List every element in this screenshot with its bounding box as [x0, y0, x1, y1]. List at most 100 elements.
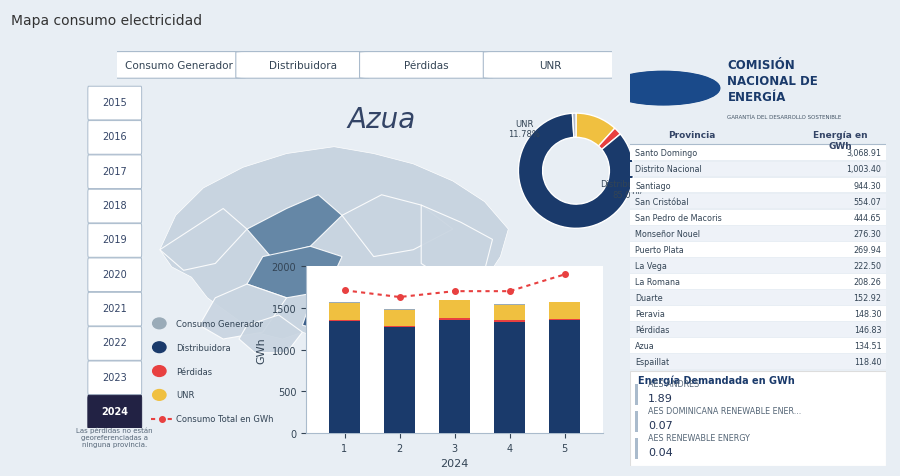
- Bar: [329, 320, 360, 322]
- Text: Energía Demandada en GWh: Energía Demandada en GWh: [638, 375, 795, 386]
- Text: UNR: UNR: [176, 391, 194, 399]
- FancyBboxPatch shape: [635, 385, 638, 406]
- Polygon shape: [247, 195, 342, 257]
- Text: Monseñor Nouel: Monseñor Nouel: [635, 229, 700, 238]
- Wedge shape: [572, 114, 576, 138]
- FancyBboxPatch shape: [630, 242, 886, 257]
- Text: UNR: UNR: [539, 60, 562, 70]
- Bar: [549, 303, 580, 319]
- Bar: [329, 302, 360, 303]
- Text: 146.83: 146.83: [854, 326, 881, 335]
- Text: 444.65: 444.65: [854, 213, 881, 222]
- Text: Santiago: Santiago: [635, 181, 670, 190]
- Wedge shape: [607, 72, 720, 106]
- FancyBboxPatch shape: [359, 52, 493, 79]
- Text: 0.07: 0.07: [648, 420, 672, 430]
- Polygon shape: [421, 305, 473, 339]
- FancyBboxPatch shape: [630, 323, 886, 337]
- Text: Energía en
GWh: Energía en GWh: [813, 131, 868, 150]
- Text: Mapa consumo electricidad: Mapa consumo electricidad: [11, 14, 202, 28]
- Circle shape: [153, 390, 166, 400]
- FancyBboxPatch shape: [630, 146, 886, 161]
- Text: UNR
11.78%: UNR 11.78%: [508, 119, 540, 139]
- Polygon shape: [421, 206, 492, 285]
- Text: 2015: 2015: [103, 98, 127, 108]
- Text: Pérdidas: Pérdidas: [635, 326, 670, 335]
- FancyBboxPatch shape: [236, 52, 370, 79]
- Text: Santo Domingo: Santo Domingo: [635, 149, 698, 158]
- Circle shape: [607, 72, 720, 106]
- Text: 118.40: 118.40: [854, 357, 881, 367]
- Wedge shape: [576, 114, 615, 147]
- Bar: [384, 309, 415, 310]
- Bar: [494, 322, 525, 433]
- Text: 222.50: 222.50: [853, 261, 881, 270]
- Circle shape: [153, 342, 166, 353]
- Bar: [384, 326, 415, 327]
- FancyBboxPatch shape: [88, 396, 141, 429]
- Text: Las pérdidas no están
georeferenciadas a
ninguna provincia.: Las pérdidas no están georeferenciadas a…: [76, 426, 153, 447]
- FancyBboxPatch shape: [635, 411, 638, 432]
- FancyBboxPatch shape: [630, 275, 886, 289]
- Bar: [494, 305, 525, 321]
- Text: 152.92: 152.92: [853, 293, 881, 302]
- Bar: [439, 318, 470, 320]
- Polygon shape: [200, 285, 286, 339]
- FancyBboxPatch shape: [88, 156, 141, 189]
- Y-axis label: GWh: GWh: [256, 337, 266, 363]
- Text: Pérdidas: Pérdidas: [176, 367, 212, 376]
- Text: La Romana: La Romana: [635, 278, 680, 287]
- Text: 276.30: 276.30: [853, 229, 881, 238]
- Bar: [329, 322, 360, 433]
- Text: Distribuidora: Distribuidora: [176, 343, 231, 352]
- Text: 1.89: 1.89: [648, 394, 673, 404]
- Text: Peravia: Peravia: [635, 309, 665, 318]
- Text: 208.26: 208.26: [853, 278, 881, 287]
- FancyBboxPatch shape: [630, 227, 886, 241]
- Text: Puerto Plata: Puerto Plata: [635, 245, 684, 254]
- Text: Distribuidora
85.01%: Distribuidora 85.01%: [600, 180, 655, 199]
- Polygon shape: [374, 298, 429, 332]
- FancyBboxPatch shape: [88, 87, 141, 120]
- FancyBboxPatch shape: [630, 162, 886, 177]
- FancyBboxPatch shape: [88, 293, 141, 326]
- Text: Consumo Generador: Consumo Generador: [125, 60, 233, 70]
- Text: San Pedro de Macoris: San Pedro de Macoris: [635, 213, 722, 222]
- FancyBboxPatch shape: [630, 210, 886, 225]
- Text: 1,003.40: 1,003.40: [847, 165, 881, 174]
- Text: Espaillat: Espaillat: [635, 357, 670, 367]
- Polygon shape: [247, 247, 342, 298]
- FancyBboxPatch shape: [630, 258, 886, 273]
- Circle shape: [153, 318, 166, 329]
- Text: Azua: Azua: [635, 341, 655, 350]
- Text: 554.07: 554.07: [853, 197, 881, 206]
- Bar: [549, 321, 580, 433]
- FancyBboxPatch shape: [630, 307, 886, 321]
- Text: San Cristóbal: San Cristóbal: [635, 197, 688, 206]
- Text: Pérdidas: Pérdidas: [404, 60, 449, 70]
- Polygon shape: [342, 195, 453, 257]
- FancyBboxPatch shape: [483, 52, 617, 79]
- FancyBboxPatch shape: [88, 258, 141, 292]
- FancyBboxPatch shape: [88, 361, 141, 395]
- Text: Azua: Azua: [347, 106, 416, 134]
- FancyBboxPatch shape: [88, 121, 141, 155]
- Bar: [384, 327, 415, 433]
- Text: 3,068.91: 3,068.91: [846, 149, 881, 158]
- Bar: [439, 320, 470, 433]
- Bar: [384, 310, 415, 326]
- Text: 134.51: 134.51: [854, 341, 881, 350]
- Bar: [494, 321, 525, 322]
- FancyBboxPatch shape: [112, 52, 246, 79]
- Text: 2023: 2023: [103, 372, 127, 382]
- FancyBboxPatch shape: [635, 438, 638, 459]
- Text: 2020: 2020: [103, 269, 127, 279]
- FancyBboxPatch shape: [630, 178, 886, 193]
- Text: 2019: 2019: [103, 235, 127, 245]
- Text: 2022: 2022: [103, 338, 127, 347]
- FancyBboxPatch shape: [630, 338, 886, 353]
- Polygon shape: [302, 278, 382, 332]
- Text: GARANTÍA DEL DESARROLLO SOSTENIBLE: GARANTÍA DEL DESARROLLO SOSTENIBLE: [727, 114, 842, 119]
- Text: 2016: 2016: [103, 132, 127, 142]
- Text: 148.30: 148.30: [854, 309, 881, 318]
